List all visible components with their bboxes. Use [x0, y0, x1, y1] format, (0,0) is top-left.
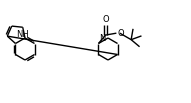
Text: N: N	[100, 33, 106, 43]
Text: NH: NH	[16, 30, 29, 39]
Text: O: O	[102, 15, 109, 24]
Text: O: O	[117, 29, 124, 38]
